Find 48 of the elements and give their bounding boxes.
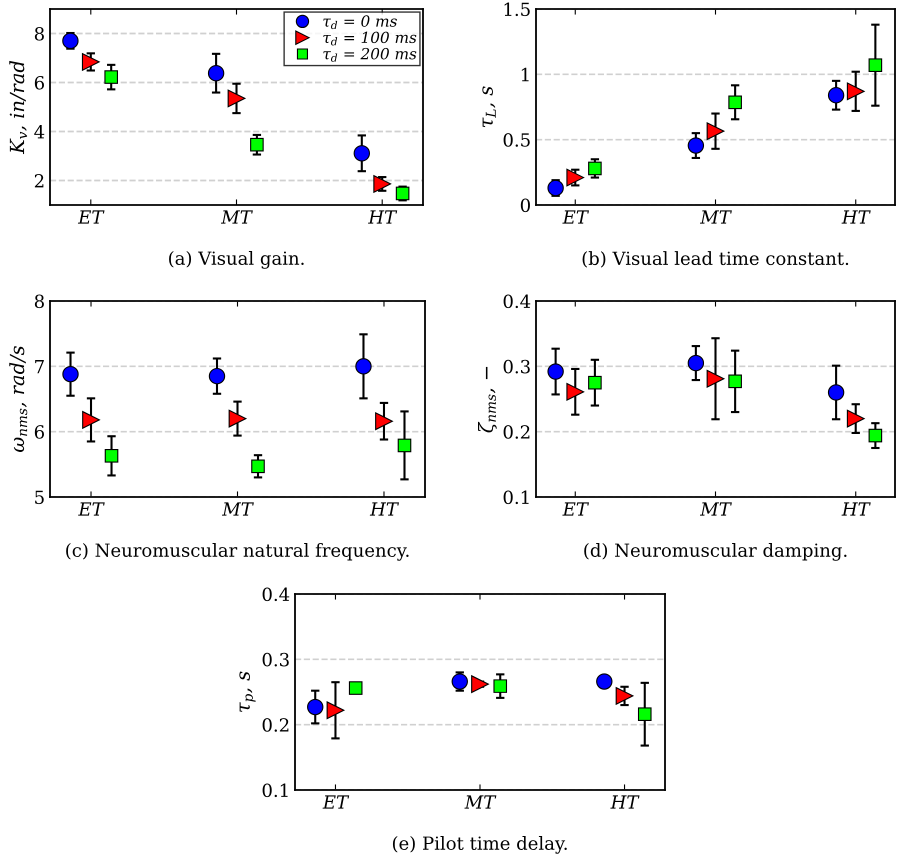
y-tick-label: 8	[34, 294, 44, 308]
y-tick-label: 0.4	[504, 294, 530, 308]
y-tick-label: 0.1	[262, 783, 288, 798]
legend-label: τ$_{d}$ = 200 ms	[323, 48, 416, 62]
y-tick-label: 0.2	[262, 718, 288, 732]
x-tick-label: MT	[700, 210, 732, 224]
y-tick-label: 5	[35, 490, 44, 504]
y-tick-label: 0	[520, 198, 530, 212]
x-tick-label: ET	[78, 210, 105, 224]
text: (e) Pilot time delay.	[392, 836, 567, 854]
x-tick-label: HT	[370, 502, 399, 516]
y-tick-label: 0.3	[262, 652, 289, 666]
x-tick-label: MT	[220, 210, 253, 224]
text: (b) Visual lead time constant.	[582, 251, 848, 268]
legend-label: τ$_{d}$ = 0 ms	[323, 15, 397, 30]
text: (d) Neuromuscular damping.	[584, 543, 846, 561]
y-tick-label: 1	[522, 68, 529, 82]
x-tick-label: HT	[610, 795, 640, 809]
y-axis-title: ω$_{nms}$, rad/s	[9, 346, 28, 452]
y-axis-title: K$_{v}$, in/rad	[9, 60, 28, 154]
x-tick-label: HT	[368, 210, 398, 224]
y-tick-label: 0.5	[504, 133, 530, 147]
y-tick-label: 8	[34, 26, 44, 41]
x-tick-label: MT	[700, 502, 732, 516]
legend-label: τ$_{d}$ = 100 ms	[323, 32, 416, 46]
y-axis-title: τ$_{L}$, s	[482, 86, 496, 128]
y-tick-label: 2	[34, 174, 44, 188]
y-tick-label: 0.3	[504, 360, 530, 374]
y-tick-label: 6	[34, 76, 44, 90]
y-axis-title: τ$_{p}$, s	[239, 672, 256, 712]
y-tick-label: 0.2	[504, 425, 530, 439]
y-tick-label: 7	[35, 360, 44, 374]
y-tick-label: 0.4	[262, 587, 290, 602]
text: (c) Neuromuscular natural frequency.	[66, 543, 409, 561]
x-tick-label: MT	[222, 502, 254, 516]
text: (a) Visual gain.	[169, 251, 304, 269]
x-tick-label: ET	[78, 502, 105, 516]
y-tick-label: 6	[34, 425, 44, 439]
y-tick-label: 4	[34, 124, 44, 138]
x-tick-label: ET	[562, 502, 589, 516]
x-tick-label: ET	[322, 795, 350, 809]
y-axis-title: ζ$_{nms}$, −	[478, 366, 497, 432]
y-tick-label: 0.1	[504, 490, 529, 504]
y-tick-label: 1.5	[504, 2, 530, 16]
x-tick-label: HT	[842, 502, 871, 516]
x-tick-label: MT	[464, 795, 496, 809]
x-tick-label: HT	[842, 210, 871, 224]
x-tick-label: ET	[562, 210, 589, 224]
